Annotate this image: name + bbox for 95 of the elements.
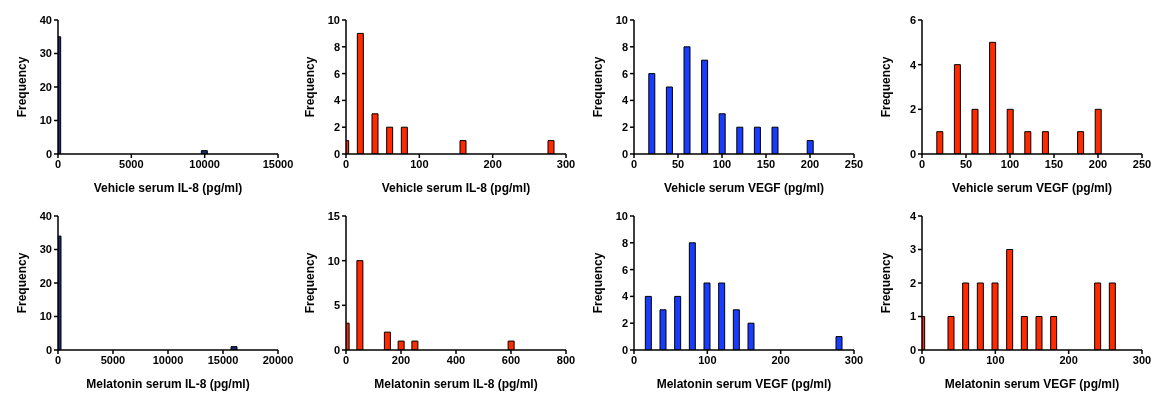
y-tick-label: 0 [909,147,916,160]
y-tick-label: 8 [621,236,628,249]
x-tick-label: 250 [1132,157,1152,170]
x-tick-label: 600 [501,353,521,366]
y-tick-label: 6 [333,67,340,80]
x-tick-label: 0 [342,157,350,170]
y-tick-label: 0 [45,147,52,160]
x-tick-label: 200 [483,157,502,170]
x-tick-label: 200 [771,353,790,366]
x-tick-label: 20000 [262,353,294,366]
x-tick-label: 15000 [207,353,239,366]
y-tick-label: 0 [333,343,340,356]
y-axis-title: Frequency [591,56,606,118]
y-axis-title: Frequency [15,56,30,118]
x-axis-title: Vehicle serum IL-8 (pg/ml) [93,181,243,195]
y-tick-label: 0 [909,343,916,356]
x-tick-label: 300 [844,353,864,366]
y-tick-label: 30 [39,47,52,60]
y-tick-label: 0 [333,147,340,160]
x-tick-label: 200 [1059,353,1078,366]
x-tick-label: 10000 [189,157,220,170]
y-tick-label: 40 [39,13,52,26]
x-tick-label: 15000 [262,157,294,170]
x-tick-label: 100 [986,353,1005,366]
x-tick-label: 0 [630,353,638,366]
y-tick-label: 0 [621,147,628,160]
y-tick-label: 10 [327,254,340,267]
x-tick-label: 10000 [152,353,184,366]
y-axis-title: Frequency [15,252,30,314]
y-tick-label: 2 [909,276,916,289]
y-tick-label: 10 [615,209,628,222]
x-tick-label: 400 [446,353,466,366]
x-axis-title: Vehicle serum IL-8 (pg/ml) [381,181,531,195]
x-tick-label: 0 [342,353,350,366]
x-tick-label: 100 [712,157,732,170]
y-tick-label: 6 [621,67,628,80]
y-tick-label: 8 [621,40,628,53]
y-tick-label: 40 [39,209,52,222]
y-tick-label: 0 [45,343,52,356]
x-axis-title: Vehicle serum VEGF (pg/ml) [951,181,1113,195]
x-axis-title: Melatonin serum IL-8 (pg/ml) [374,377,538,391]
x-tick-label: 0 [54,157,62,170]
y-tick-label: 10 [39,114,52,127]
y-tick-label: 2 [333,121,340,134]
y-tick-label: 1 [909,310,916,323]
x-axis-title: Vehicle serum VEGF (pg/ml) [663,181,825,195]
y-axis-title: Frequency [303,252,318,314]
y-tick-label: 2 [909,103,916,116]
y-axis-title: Frequency [879,56,894,118]
x-axis-title: Melatonin serum VEGF (pg/ml) [944,377,1120,391]
y-tick-label: 4 [621,94,629,107]
x-tick-label: 200 [800,157,820,170]
y-axis-title: Frequency [591,252,606,314]
y-tick-label: 10 [327,13,340,26]
y-tick-label: 4 [909,209,917,222]
x-tick-label: 250 [844,157,864,170]
y-tick-label: 20 [39,80,52,93]
y-tick-label: 10 [615,13,628,26]
y-tick-label: 10 [39,310,52,323]
x-tick-label: 100 [1000,157,1020,170]
y-axis-title: Frequency [879,252,894,314]
x-tick-label: 150 [1044,157,1064,170]
x-tick-label: 200 [391,353,411,366]
x-tick-label: 0 [630,157,638,170]
y-tick-label: 4 [909,58,917,71]
x-tick-label: 100 [698,353,717,366]
x-tick-label: 300 [1132,353,1152,366]
x-tick-label: 50 [671,157,685,170]
y-tick-label: 2 [621,121,628,134]
y-tick-label: 30 [39,243,52,256]
x-tick-label: 100 [410,157,429,170]
y-tick-label: 6 [621,263,628,276]
x-tick-label: 0 [918,157,926,170]
y-tick-label: 2 [621,317,628,330]
x-tick-label: 0 [54,353,62,366]
x-tick-label: 150 [756,157,776,170]
y-axis-title: Frequency [303,56,318,118]
y-tick-label: 3 [909,243,916,256]
y-tick-label: 4 [621,290,629,303]
x-axis-title: Melatonin serum IL-8 (pg/ml) [86,377,250,391]
x-tick-label: 5000 [100,353,126,366]
y-tick-label: 0 [621,343,628,356]
y-tick-label: 6 [909,13,916,26]
x-axis-title: Melatonin serum VEGF (pg/ml) [656,377,832,391]
y-tick-label: 5 [333,299,340,312]
x-tick-label: 200 [1088,157,1108,170]
x-tick-label: 0 [918,353,926,366]
y-tick-label: 20 [39,276,52,289]
x-tick-label: 800 [556,353,576,366]
y-tick-label: 4 [333,94,341,107]
x-tick-label: 300 [556,157,576,170]
y-tick-label: 15 [327,209,340,222]
x-tick-label: 50 [959,157,973,170]
x-tick-label: 5000 [119,157,144,170]
y-tick-label: 8 [333,40,340,53]
